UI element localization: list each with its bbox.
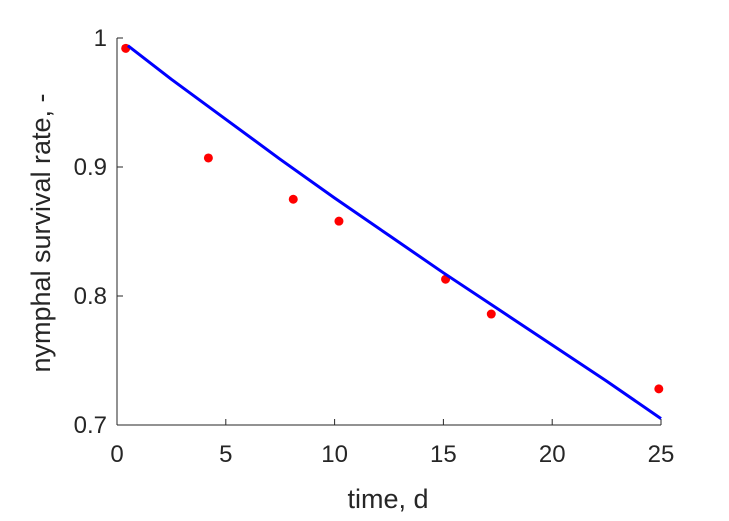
y-tick-label: 1 xyxy=(94,25,107,52)
x-tick-label: 15 xyxy=(430,441,457,468)
x-tick-label: 10 xyxy=(321,441,348,468)
x-tick-label: 5 xyxy=(219,441,232,468)
data-point xyxy=(654,384,664,394)
y-tick-label: 0.7 xyxy=(74,412,107,439)
x-tick-label: 25 xyxy=(648,441,675,468)
data-point xyxy=(288,194,298,204)
y-tick-label: 0.8 xyxy=(74,283,107,310)
y-tick-label: 0.9 xyxy=(74,154,107,181)
plot-series xyxy=(121,43,664,420)
y-axis-label: nymphal survival rate, - xyxy=(26,93,56,372)
data-point xyxy=(486,309,496,319)
x-axis-label: time, d xyxy=(347,484,428,514)
x-tick-label: 20 xyxy=(539,441,566,468)
fit-curve-line xyxy=(126,44,662,420)
data-point xyxy=(203,153,213,163)
axes: 0 5 10 15 20 25 0.7 0.8 0.9 1 xyxy=(74,25,675,468)
x-tick-label: 0 xyxy=(110,441,123,468)
data-point xyxy=(334,216,344,226)
